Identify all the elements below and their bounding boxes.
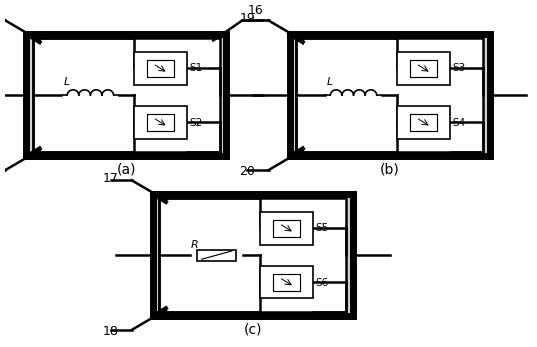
Bar — [134, 106, 187, 138]
Text: 19: 19 — [240, 12, 255, 25]
Text: L: L — [326, 77, 333, 87]
Text: 16: 16 — [248, 4, 263, 17]
Text: S6: S6 — [316, 278, 329, 288]
Bar — [397, 52, 450, 85]
Text: 18: 18 — [103, 325, 119, 338]
Bar — [397, 106, 450, 138]
Bar — [33, 38, 220, 152]
Bar — [273, 220, 300, 237]
Text: 17: 17 — [103, 172, 119, 185]
Text: (b): (b) — [380, 163, 400, 177]
Text: (a): (a) — [117, 163, 136, 177]
Bar — [134, 52, 187, 85]
Bar — [159, 198, 346, 312]
Bar — [289, 34, 490, 156]
Bar — [273, 273, 300, 290]
Text: S2: S2 — [190, 118, 202, 128]
Text: S5: S5 — [316, 222, 329, 232]
Text: L: L — [63, 77, 70, 87]
Text: (c): (c) — [243, 323, 262, 337]
Text: 20: 20 — [240, 165, 256, 178]
Bar — [147, 60, 174, 77]
Text: R: R — [191, 240, 199, 250]
Text: S4: S4 — [453, 118, 466, 128]
Bar — [296, 38, 483, 152]
Text: S3: S3 — [453, 63, 466, 73]
Bar — [197, 250, 236, 261]
Bar — [410, 114, 437, 131]
Bar — [260, 212, 313, 245]
Bar — [153, 194, 353, 316]
Bar — [410, 60, 437, 77]
Text: S1: S1 — [190, 63, 202, 73]
Bar — [260, 266, 313, 298]
Bar — [147, 114, 174, 131]
Bar — [26, 34, 227, 156]
